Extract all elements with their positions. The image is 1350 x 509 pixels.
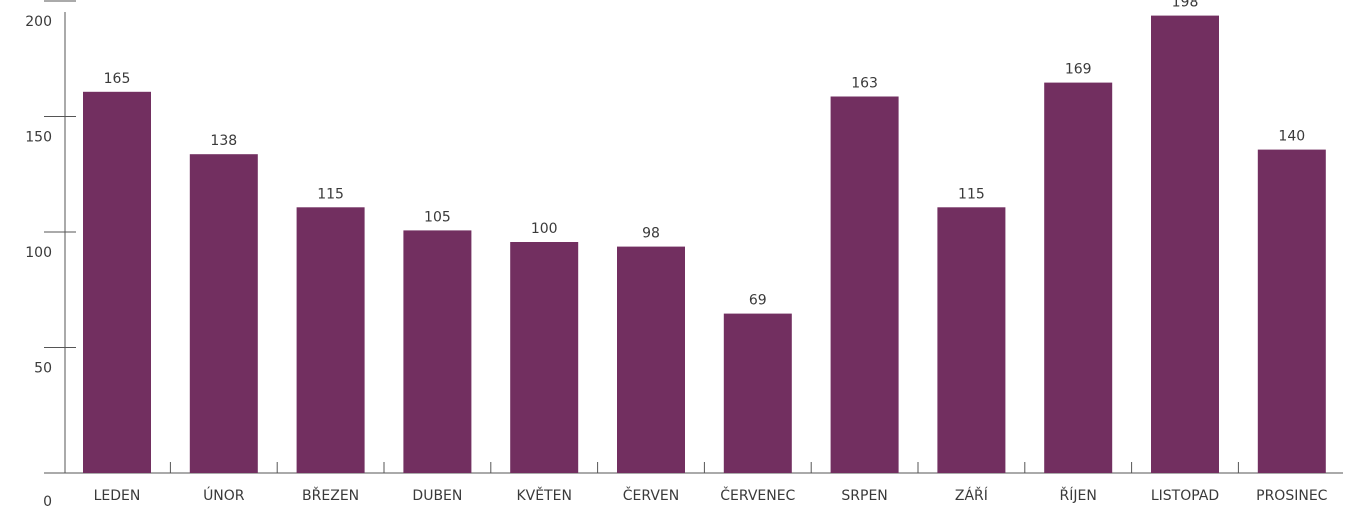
category-label: ZÁŘÍ: [955, 487, 988, 504]
category-label: ČERVEN: [623, 486, 679, 504]
axes: 0 50 100 150 200: [25, 0, 1343, 509]
bars: [83, 15, 1326, 474]
data-label: 115: [317, 186, 344, 202]
category-label: SRPEN: [841, 488, 887, 504]
bar: [1151, 15, 1219, 473]
bar: [1257, 149, 1326, 473]
data-label: 98: [642, 226, 660, 242]
y-tick-label: 150: [25, 130, 52, 146]
y-tick-label: 100: [25, 245, 52, 261]
data-label: 140: [1278, 129, 1305, 145]
y-tick-label: 50: [34, 361, 52, 377]
data-label: 69: [749, 293, 767, 309]
y-tick-label: 0: [43, 494, 52, 509]
category-label: PROSINEC: [1256, 488, 1328, 504]
bar: [937, 207, 1006, 474]
data-label: 105: [424, 209, 451, 225]
bar: [403, 230, 472, 473]
bar: [830, 96, 899, 473]
bar: [83, 91, 151, 474]
y-tick-label: 200: [25, 14, 52, 30]
category-label: LEDEN: [94, 488, 141, 504]
labels: 165 LEDEN 138 ÚNOR 115 BŘEZEN 105 DUBEN 100 KVĚTE…: [94, 0, 1328, 504]
category-label: ŘÍJEN: [1060, 487, 1097, 504]
bar: [510, 242, 579, 473]
category-label: DUBEN: [412, 488, 462, 504]
data-label: 163: [851, 76, 878, 92]
data-label: 115: [958, 186, 985, 202]
data-label: 169: [1065, 62, 1092, 78]
bar: [1044, 82, 1113, 473]
bar: [189, 154, 258, 473]
bar: [723, 313, 792, 473]
data-label: 100: [531, 221, 558, 237]
data-label: 165: [104, 71, 131, 87]
data-label: 138: [210, 133, 237, 149]
category-label: ÚNOR: [203, 486, 245, 504]
category-label: BŘEZEN: [302, 487, 359, 504]
category-label: LISTOPAD: [1151, 488, 1219, 504]
bar: [617, 246, 685, 473]
bar: [296, 207, 365, 474]
category-label: KVĚTEN: [516, 487, 571, 504]
category-label: ČERVENEC: [720, 486, 795, 504]
data-label: 198: [1172, 0, 1199, 11]
